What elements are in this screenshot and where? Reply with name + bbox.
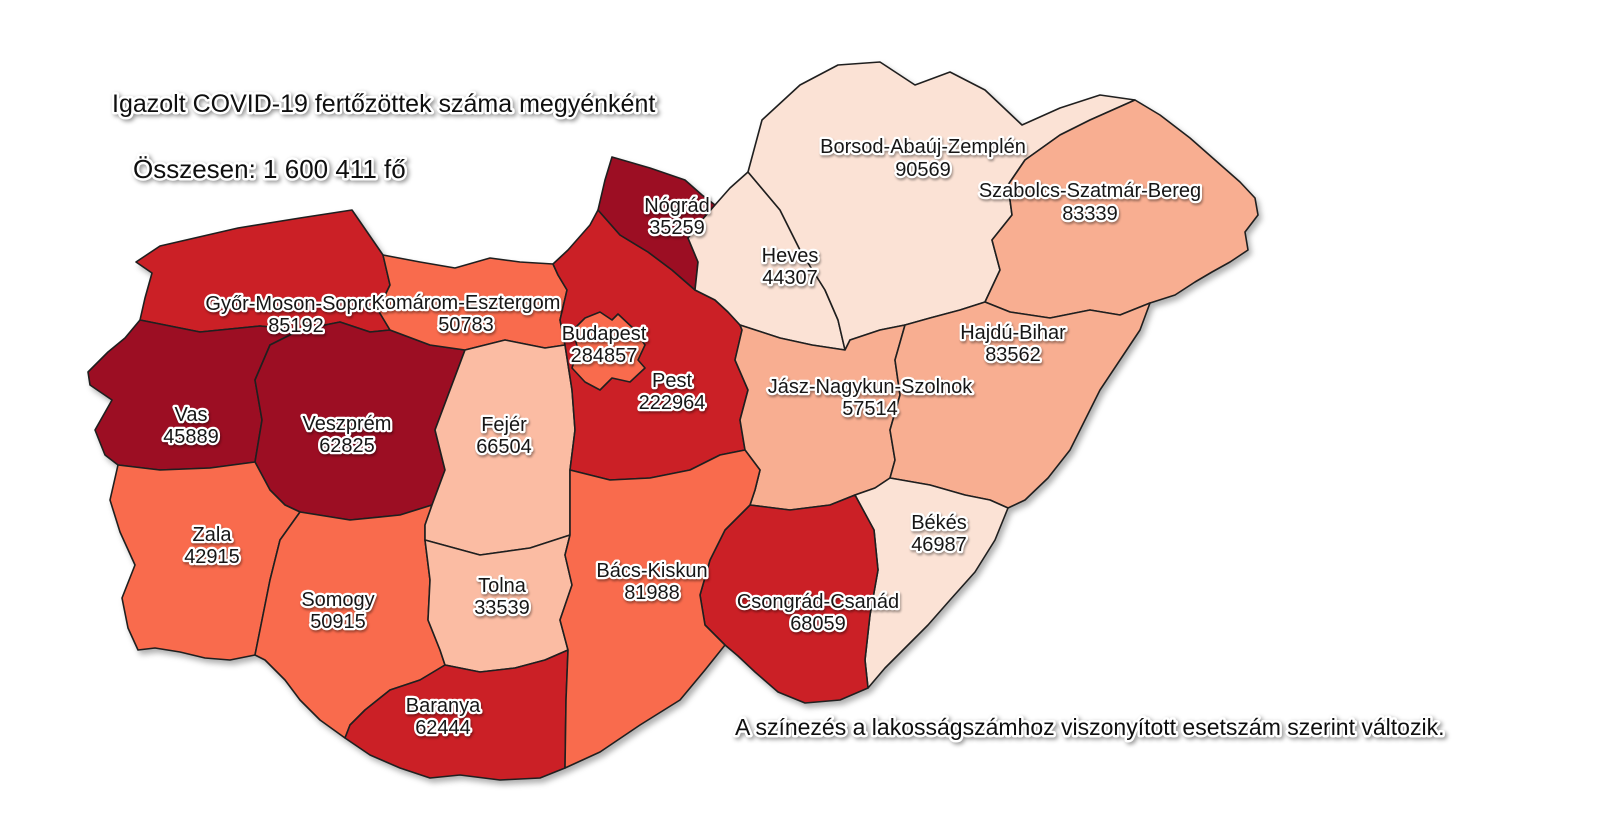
county-label-tolna: Tolna (478, 575, 527, 597)
county-value-tolna: 33539 (474, 597, 530, 619)
county-label-pest: Pest (652, 370, 692, 392)
county-label-komarom-esztergom: Komárom-Esztergom (372, 292, 561, 314)
county-value-baranya: 62444 (415, 717, 471, 739)
county-value-bacs-kiskun: 81988 (624, 582, 680, 604)
county-value-veszprem: 62825 (319, 435, 375, 457)
county-value-fejer: 66504 (476, 436, 532, 458)
county-zala (109, 461, 301, 661)
county-value-pest: 222964 (639, 392, 706, 414)
county-label-jasz-nagykun-szolnok: Jász-Nagykun-Szolnok (768, 376, 974, 398)
page-title: Igazolt COVID-19 fertőzöttek száma megyé… (112, 90, 655, 118)
county-value-vas: 45889 (163, 426, 219, 448)
county-label-bekes: Békés (911, 512, 967, 534)
county-value-budapest: 284857 (571, 345, 638, 367)
county-label-csongrad-csanad: Csongrád-Csanád (737, 591, 899, 613)
county-label-zala: Zala (193, 524, 233, 546)
county-value-zala: 42915 (184, 546, 240, 568)
county-labels: Győr-Moson-Sopron 85192 Komárom-Esztergo… (161, 134, 1203, 742)
county-budapest (571, 311, 646, 391)
headline-texts: Igazolt COVID-19 fertőzöttek száma megyé… (110, 88, 1447, 743)
county-bekes (854, 477, 1009, 689)
total-count: Összesen: 1 600 411 fő (133, 154, 406, 184)
county-label-nograd: Nógrád (644, 195, 710, 217)
county-label-vas: Vas (175, 404, 208, 426)
county-label-heves: Heves (762, 245, 819, 267)
county-label-baranya: Baranya (406, 695, 481, 717)
county-label-bacs-kiskun: Bács-Kiskun (596, 560, 707, 582)
county-value-gyor-moson-sopron: 85192 (268, 315, 324, 337)
county-value-heves: 44307 (762, 267, 818, 289)
county-label-hajdu-bihar: Hajdú-Bihar (960, 322, 1066, 344)
hungary-county-map (87, 61, 1259, 781)
county-label-fejer: Fejér (481, 414, 527, 436)
county-label-veszprem: Veszprém (303, 413, 392, 435)
county-value-nograd: 35259 (649, 217, 705, 239)
county-value-szabolcs-szatmar-bereg: 83339 (1062, 203, 1118, 225)
county-value-somogy: 50915 (310, 611, 366, 633)
county-label-borsod-abauj-zemplen: Borsod-Abaúj-Zemplén (820, 136, 1026, 158)
county-value-csongrad-csanad: 68059 (790, 613, 846, 635)
county-value-bekes: 46987 (911, 534, 967, 556)
color-note: A színezés a lakosságszámhoz viszonyítot… (735, 714, 1444, 740)
county-value-jasz-nagykun-szolnok: 57514 (842, 398, 898, 420)
county-hajdu-bihar (889, 301, 1151, 509)
county-label-szabolcs-szatmar-bereg: Szabolcs-Szatmár-Bereg (979, 180, 1201, 202)
county-value-borsod-abauj-zemplen: 90569 (895, 159, 951, 181)
county-label-somogy: Somogy (301, 589, 374, 611)
county-label-budapest: Budapest (562, 323, 647, 345)
county-value-hajdu-bihar: 83562 (985, 344, 1041, 366)
county-baranya (344, 649, 569, 781)
county-label-gyor-moson-sopron: Győr-Moson-Sopron (205, 293, 386, 315)
county-value-komarom-esztergom: 50783 (438, 314, 494, 336)
county-bacs-kiskun (559, 449, 761, 769)
